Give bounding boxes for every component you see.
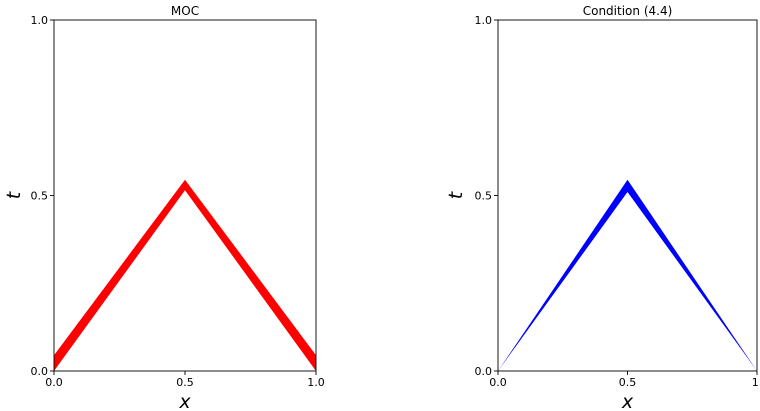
chart-condition: 0.0 0.5 1. 0.0 0.5 1.0 Condition (4.4) x t [445,4,760,411]
x-tick-label: 0.5 [176,376,194,389]
x-tick-label: 0.5 [619,376,637,389]
x-tick-label: 1.0 [307,376,325,389]
y-tick-label: 1.0 [475,14,493,27]
plot-frame [497,19,758,372]
y-axis-label: t [3,190,25,199]
chart-title: MOC [171,4,199,18]
x-tick-label: 0.0 [45,376,63,389]
x-tick-label: 0.0 [489,376,507,389]
y-tick-label: 0.0 [31,365,49,378]
series-band-0 [54,179,316,371]
x-tick-label: 1. [752,376,760,389]
x-axis-label: x [621,391,634,411]
plot-frame [53,19,317,372]
chart-title: Condition (4.4) [583,4,673,18]
x-axis-label: x [178,391,191,411]
y-tick-label: 0.5 [31,190,49,203]
y-axis-label: t [445,190,467,199]
y-tick-label: 0.5 [475,190,493,203]
series-band-0 [498,179,757,371]
y-tick-label: 0.0 [475,365,493,378]
chart-moc: 0.0 0.5 1.0 0.0 0.5 1.0 MOC x t [3,4,325,411]
y-tick-label: 1.0 [31,14,49,27]
